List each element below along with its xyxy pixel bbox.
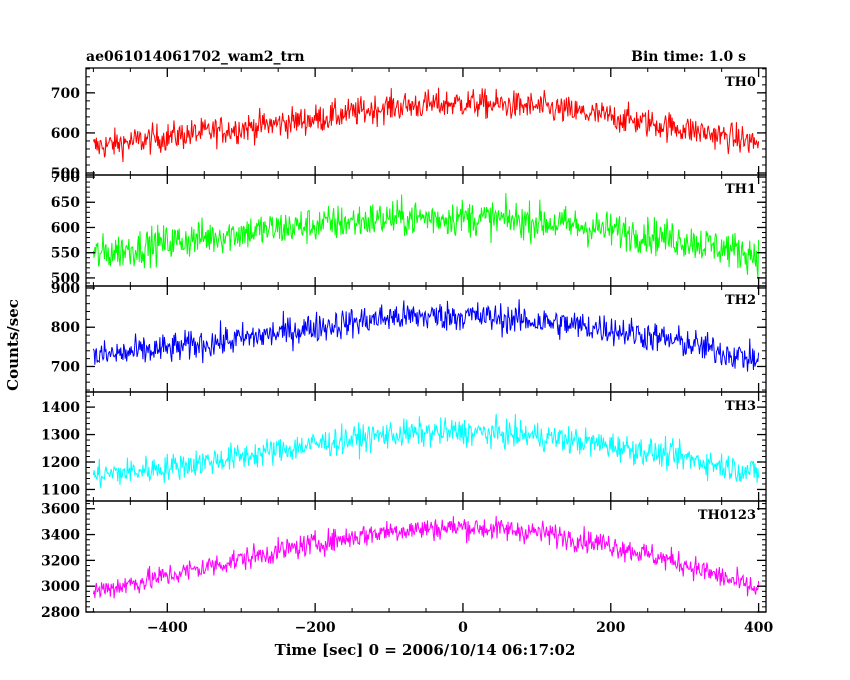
- chart-title: ae061014061702_wam2_trn: [86, 49, 305, 65]
- y-tick-label: 700: [51, 170, 80, 186]
- y-tick-label: 700: [51, 359, 80, 375]
- series-line-th1: [92, 193, 760, 278]
- panel-th0: 500 600 700 TH0: [51, 67, 767, 182]
- y-tick-label: 550: [51, 246, 80, 262]
- y-tick-label: 900: [51, 281, 80, 297]
- panel-th3: 1100 1200 1300 1400 TH3: [41, 391, 767, 502]
- y-tick-label: 1300: [41, 428, 80, 444]
- y-tick-label: 3000: [41, 579, 80, 595]
- x-tick-label: 0: [458, 620, 468, 636]
- y-tick-label: 3400: [41, 528, 80, 544]
- y-tick-label: 500: [51, 166, 80, 182]
- panel-label-th3: TH3: [725, 399, 756, 414]
- series-line-th2: [92, 299, 760, 372]
- panel-label-th2: TH2: [725, 293, 756, 308]
- y-axis-title: Counts/sec: [4, 299, 22, 391]
- y-tick-label: 500: [51, 271, 80, 287]
- series-line-th0: [92, 87, 760, 163]
- y-tick-label: 1100: [41, 482, 80, 498]
- y-tick-label: 3600: [41, 502, 80, 518]
- x-tick-label: 400: [744, 620, 773, 636]
- y-tick-label: 1400: [41, 400, 80, 416]
- y-tick-label: 1200: [41, 455, 80, 471]
- x-tick-label: 200: [596, 620, 625, 636]
- panel-frame: [85, 67, 767, 176]
- bin-time-label: Bin time: 1.0 s: [631, 49, 746, 65]
- y-tick-label: 800: [51, 320, 80, 336]
- series-line-th0123: [92, 515, 760, 599]
- x-tick-label: −200: [295, 620, 336, 636]
- panel-th1: 500 550 600 650 700 TH1: [51, 170, 767, 287]
- panel-label-th1: TH1: [725, 182, 756, 197]
- series-line-th3: [92, 413, 760, 489]
- y-tick-label: 2800: [41, 605, 80, 621]
- y-tick-label: 650: [51, 195, 80, 211]
- y-tick-label: 3200: [41, 553, 80, 569]
- panel-th2: 700 800 900 TH2: [51, 281, 767, 393]
- x-axis: −400 −200 0 200 400: [147, 620, 774, 636]
- y-tick-label: 600: [51, 126, 80, 142]
- y-tick-label: 600: [51, 220, 80, 236]
- panels-group: 500 600 700 TH0 500 550 600 650 700 TH1 700 800 900 T…: [41, 67, 767, 621]
- y-tick-label: 700: [51, 86, 80, 102]
- panel-th0123: 2800 3000 3200 3400 3600 TH0123: [41, 500, 767, 621]
- panel-label-th0123: TH0123: [698, 508, 756, 523]
- x-tick-label: −400: [147, 620, 188, 636]
- panel-label-th0: TH0: [725, 75, 756, 90]
- panel-frame: [85, 391, 767, 502]
- x-axis-title: Time [sec] 0 = 2006/10/14 06:17:02: [275, 641, 576, 659]
